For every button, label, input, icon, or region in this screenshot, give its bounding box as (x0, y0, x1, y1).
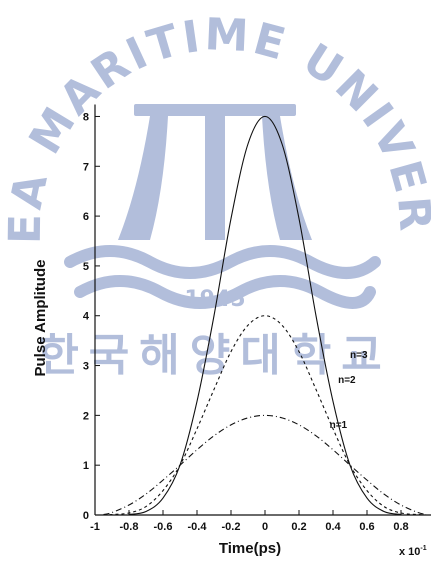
y-axis-label: Pulse Amplitude (32, 260, 49, 377)
series-line-n=1 (103, 414, 427, 516)
x-tick-label: -0.2 (222, 521, 241, 533)
y-tick-label: 2 (83, 410, 89, 422)
y-tick-label: 4 (83, 311, 90, 323)
y-tick-label: 3 (83, 361, 89, 373)
y-tick-label: 0 (83, 510, 89, 522)
series-label-n=2: n=2 (338, 375, 356, 386)
watermark-korean-name: 한국해양대학교 (38, 330, 391, 381)
x-tick-label: -1 (90, 521, 100, 533)
series-line-n=2 (103, 315, 427, 516)
x-tick-label: 0.2 (291, 521, 306, 533)
series-label-n=3: n=3 (350, 350, 368, 361)
x-tick-label: -0.6 (154, 521, 173, 533)
x-tick-label: 0.8 (393, 521, 408, 533)
x-multiplier-label: x 10-1 (399, 545, 427, 558)
x-tick-label: 0.4 (325, 521, 341, 533)
seal-pillars-icon (118, 104, 312, 240)
x-axis-label: Time(ps) (219, 540, 281, 557)
university-seal-watermark: KOREA MARITIME UNIVERSITY 1945 한국해양대학교 (0, 0, 431, 381)
y-tick-label: 7 (83, 161, 89, 173)
x-tick-label: 0.6 (359, 521, 374, 533)
series-label-n=1: n=1 (330, 420, 348, 431)
y-tick-label: 5 (83, 261, 89, 273)
axes (94, 104, 431, 516)
series-layer (103, 115, 427, 516)
y-tick-label: 6 (83, 211, 89, 223)
x-tick-label: 0 (262, 521, 268, 533)
seal-waves-icon (64, 245, 381, 309)
x-tick-label: -0.8 (120, 521, 139, 533)
y-tick-label: 1 (83, 460, 89, 472)
y-tick-label: 8 (83, 111, 89, 123)
series-line-n=3 (128, 115, 402, 516)
labels-layer: -1 -0.8 -0.6 -0.4 -0.2 0 0.2 0.4 0.6 0.8 0 1 2 3 4 5 6 7 8… (83, 111, 409, 533)
x-tick-label: -0.4 (188, 521, 208, 533)
